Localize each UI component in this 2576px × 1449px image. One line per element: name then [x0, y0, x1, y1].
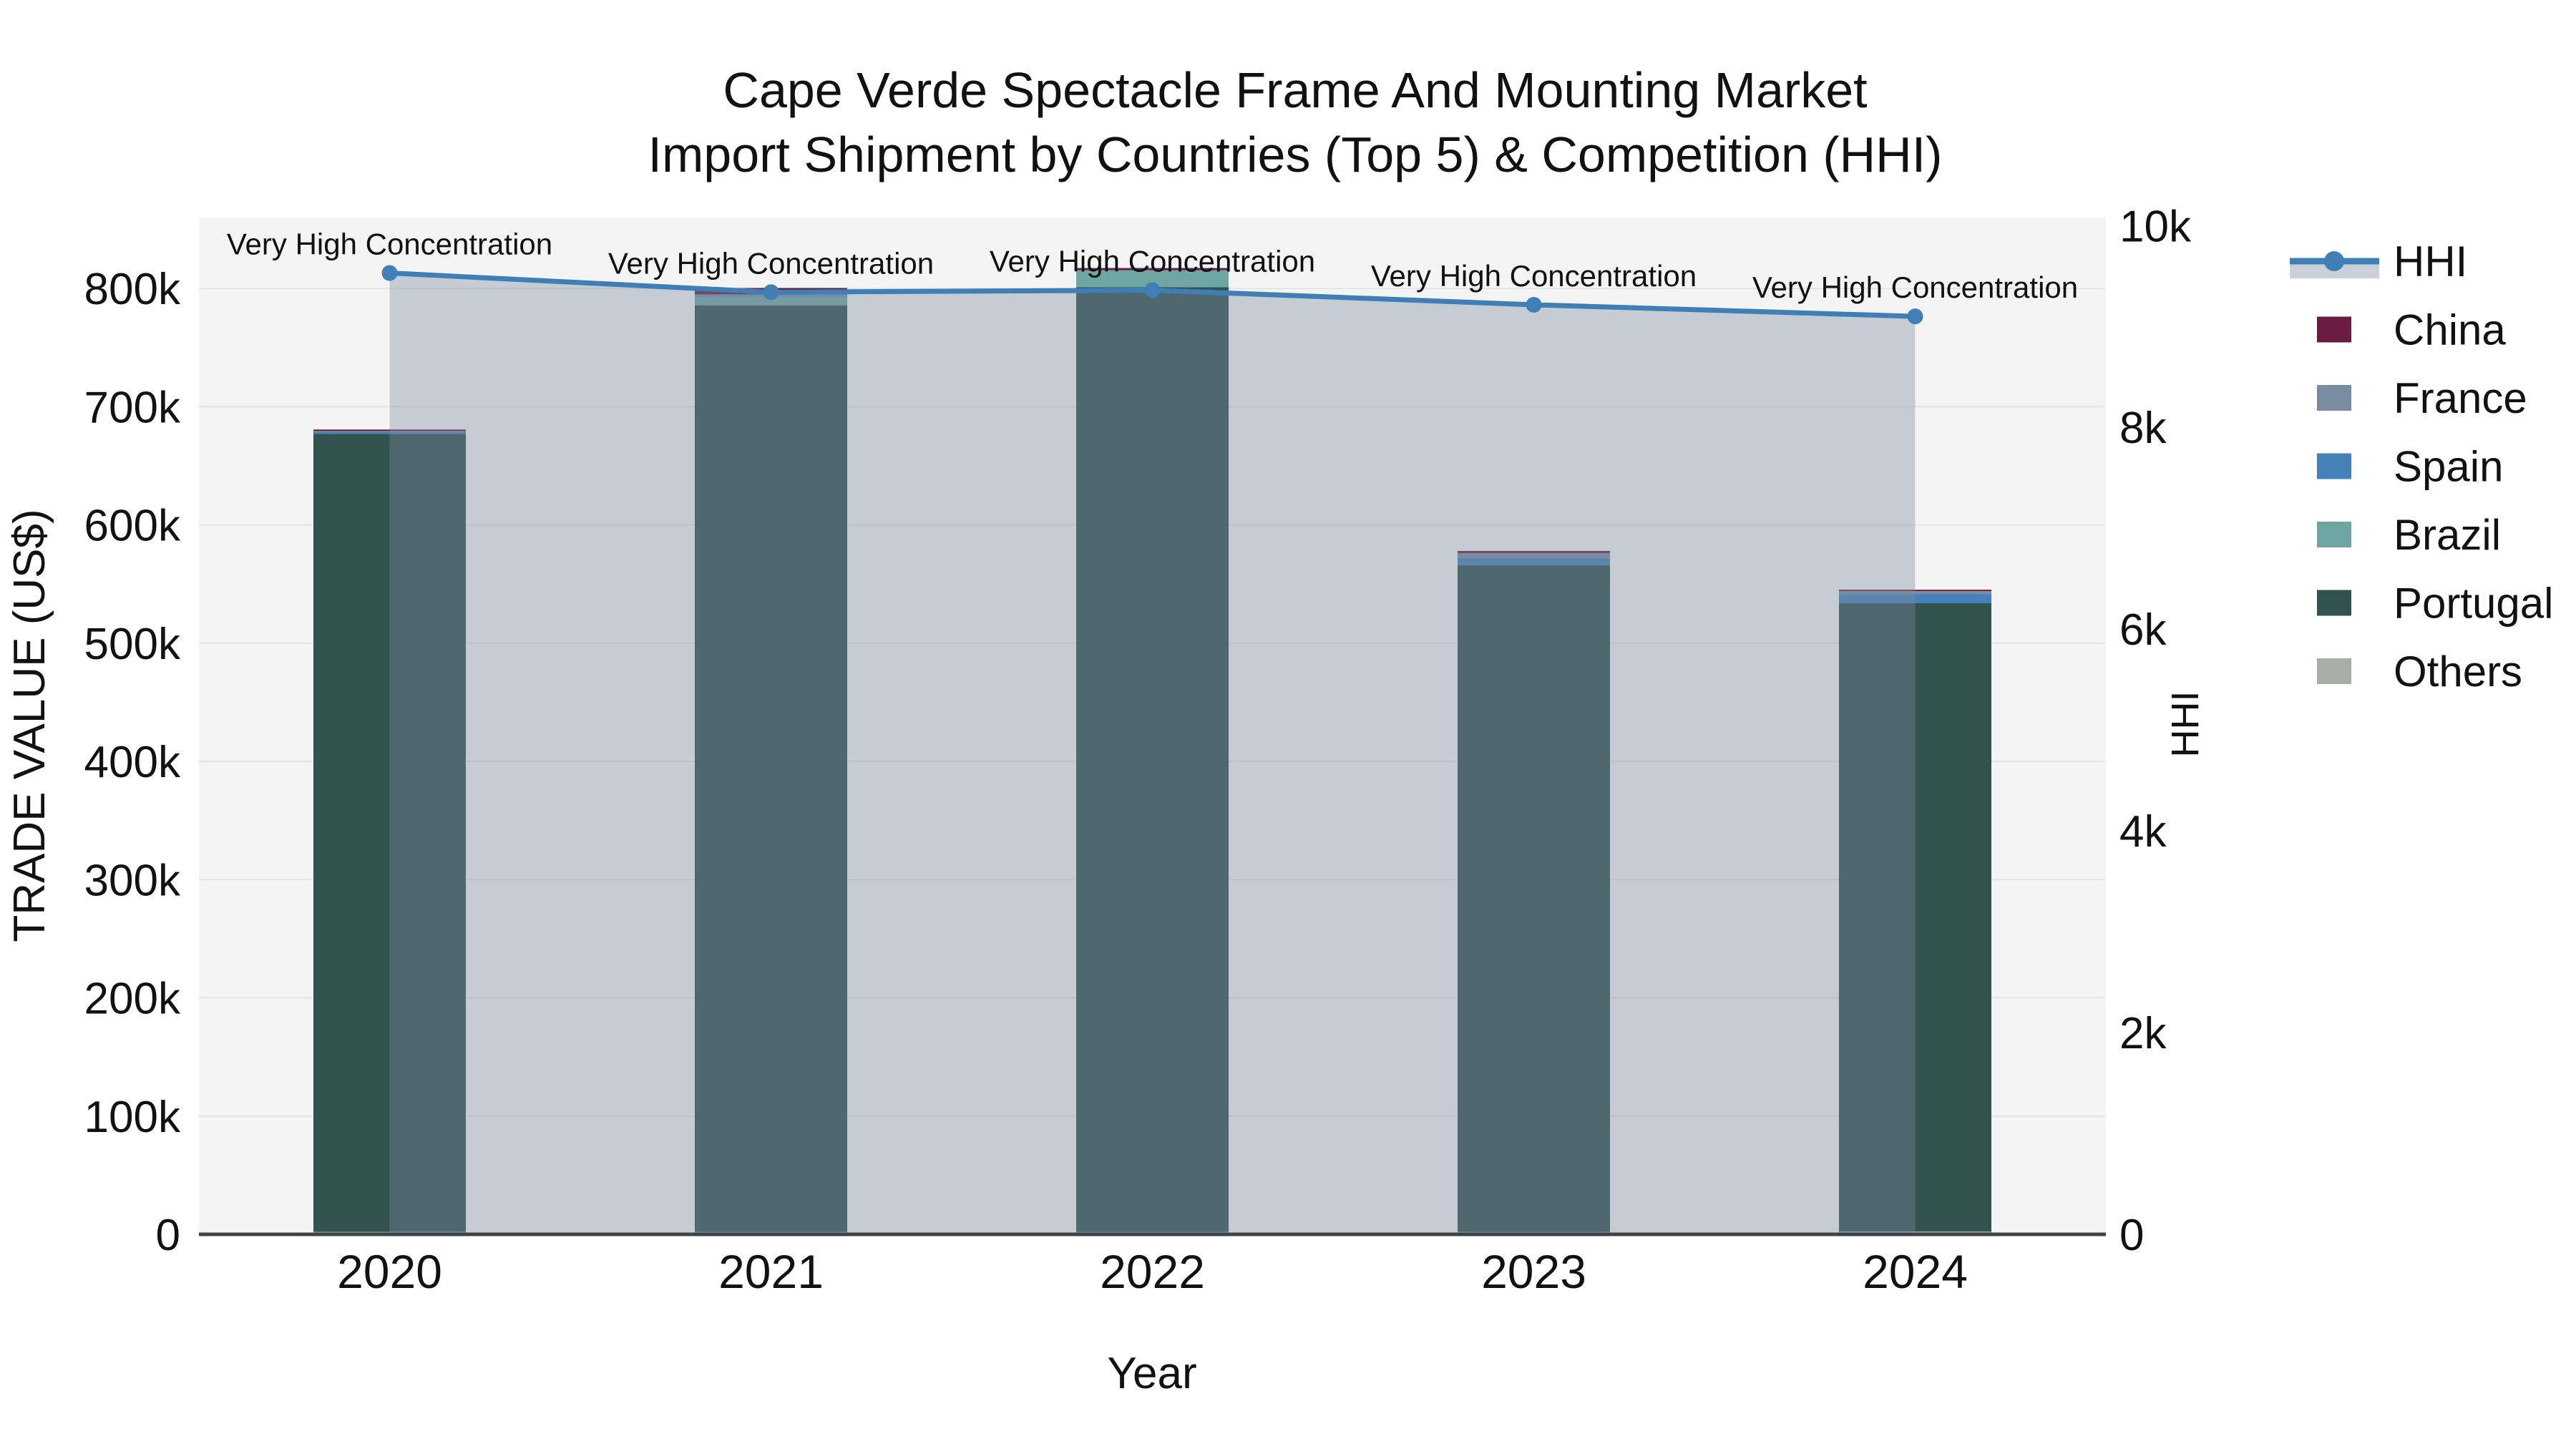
annotations-layer: Very High Concentration Very High Concent…	[227, 228, 2078, 305]
chart-title-line1: Cape Verde Spectacle Frame And Mounting …	[723, 62, 1867, 118]
legend-label-hhi: HHI	[2394, 238, 2467, 286]
legend-label-china: China	[2394, 306, 2506, 354]
x-tick-2024: 2024	[1863, 1245, 1968, 1298]
annotation-2023: Very High Concentration	[1371, 259, 1697, 293]
annotation-2024: Very High Concentration	[1752, 270, 2078, 304]
y-right-tick-2k: 2k	[2119, 1009, 2167, 1058]
x-axis-title: Year	[1107, 1349, 1196, 1398]
hhi-marker-2022[interactable]	[1144, 282, 1161, 298]
legend-item-france[interactable]: France	[2317, 374, 2527, 422]
legend-swatch-portugal	[2317, 590, 2351, 616]
bar-segment-spain-2024[interactable]	[1839, 594, 1991, 603]
legend-label-others: Others	[2394, 648, 2522, 696]
y-left-tick-100k: 100k	[84, 1093, 181, 1142]
y-left-tick-700k: 700k	[84, 383, 181, 432]
bar-segment-france-2024[interactable]	[1839, 591, 1991, 595]
hhi-marker-2020[interactable]	[381, 265, 398, 281]
legend-swatch-france	[2317, 385, 2351, 411]
x-tick-2020: 2020	[337, 1245, 442, 1298]
bar-segment-china-2023[interactable]	[1458, 550, 1610, 553]
x-tick-2021: 2021	[718, 1245, 824, 1298]
bar-segment-china-2022[interactable]	[1076, 268, 1229, 270]
bar-segment-spain-2020[interactable]	[313, 431, 466, 434]
hhi-marker-2023[interactable]	[1526, 296, 1542, 313]
bar-segment-portugal-2021[interactable]	[695, 305, 847, 1232]
hhi-marker-2021[interactable]	[763, 284, 779, 301]
annotation-2020: Very High Concentration	[227, 228, 552, 261]
bar-segment-portugal-2023[interactable]	[1458, 565, 1610, 1232]
annotation-2022: Very High Concentration	[990, 245, 1315, 278]
y-left-tick-800k: 800k	[84, 265, 181, 314]
legend-item-portugal[interactable]: Portugal	[2317, 580, 2553, 628]
legend-label-brazil: Brazil	[2394, 511, 2501, 559]
legend-item-china[interactable]: China	[2317, 306, 2506, 354]
y-right-tick-6k: 6k	[2119, 605, 2167, 655]
hhi-area-fill	[389, 273, 1916, 1234]
bar-segment-brazil-2022[interactable]	[1076, 270, 1229, 288]
bar-segment-brazil-2021[interactable]	[695, 296, 847, 306]
bar-segment-france-2023[interactable]	[1458, 552, 1610, 558]
legend-label-portugal: Portugal	[2394, 580, 2553, 628]
y-right-tick-10k: 10k	[2119, 202, 2192, 251]
legend-hhi-marker-swatch	[2324, 251, 2344, 271]
y-right-axis-title: HHI	[2164, 691, 2207, 758]
legend-label-spain: Spain	[2394, 443, 2503, 491]
legend-swatch-brazil	[2317, 522, 2351, 547]
y-right-tick-8k: 8k	[2119, 404, 2167, 453]
bar-segment-china-2024[interactable]	[1839, 590, 1991, 592]
bar-segment-china-2020[interactable]	[313, 429, 466, 431]
hhi-marker-2024[interactable]	[1907, 308, 1923, 325]
legend-swatch-spain	[2317, 453, 2351, 479]
bar-segment-portugal-2024[interactable]	[1839, 602, 1991, 1232]
legend-swatch-others	[2317, 658, 2351, 684]
chart-title-line2: Import Shipment by Countries (Top 5) & C…	[648, 127, 1943, 182]
legend-swatch-china	[2317, 316, 2351, 343]
bars-layer	[313, 268, 1991, 1234]
x-tick-2022: 2022	[1100, 1245, 1205, 1298]
y-left-tick-300k: 300k	[84, 856, 181, 905]
x-tick-2023: 2023	[1481, 1245, 1586, 1298]
legend-item-hhi[interactable]: HHI	[2290, 238, 2467, 286]
bar-segment-portugal-2022[interactable]	[1076, 287, 1229, 1232]
legend-item-brazil[interactable]: Brazil	[2317, 511, 2501, 559]
y-left-tick-500k: 500k	[84, 620, 181, 669]
y-left-tick-0: 0	[156, 1211, 180, 1260]
legend-item-others[interactable]: Others	[2317, 648, 2522, 696]
legend: HHI China France Spain Brazil Portugal Others	[2290, 238, 2553, 696]
y-right-tick-4k: 4k	[2119, 807, 2167, 857]
y-left-axis-title: TRADE VALUE (US$)	[5, 509, 54, 942]
hhi-line-layer	[199, 265, 2106, 1236]
legend-label-france: France	[2394, 374, 2527, 422]
y-left-tick-400k: 400k	[84, 738, 181, 787]
bar-segment-portugal-2020[interactable]	[313, 434, 466, 1232]
axis-ticks-layer: 0 100k 200k 300k 400k 500k 600k 700k 800k 0 2k 4k 6k…	[84, 202, 2192, 1298]
y-right-tick-0: 0	[2119, 1211, 2144, 1260]
bar-segment-spain-2023[interactable]	[1458, 557, 1610, 565]
legend-item-spain[interactable]: Spain	[2317, 443, 2503, 491]
y-left-tick-600k: 600k	[84, 502, 181, 551]
y-left-tick-200k: 200k	[84, 975, 181, 1024]
annotation-2021: Very High Concentration	[608, 246, 934, 280]
